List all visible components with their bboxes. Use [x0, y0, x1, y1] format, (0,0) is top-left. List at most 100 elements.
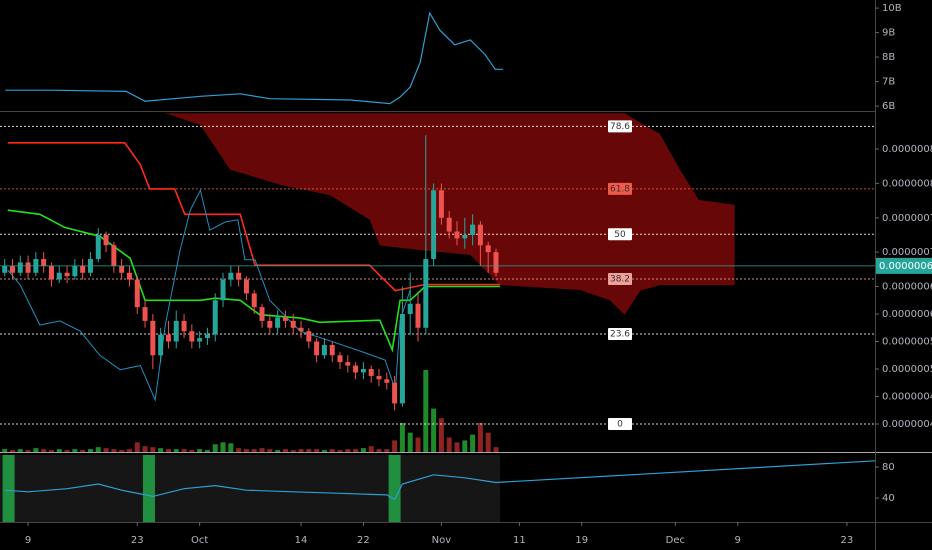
volume-bar: [477, 423, 483, 452]
candle-body: [103, 234, 109, 246]
candle-body: [134, 279, 140, 308]
signal-bar: [142, 455, 155, 522]
candle-body: [376, 375, 382, 380]
candle-body: [438, 190, 444, 218]
volume-bar: [134, 442, 140, 452]
candle-body: [407, 303, 413, 315]
volume-bar: [407, 432, 413, 452]
volume-bar: [56, 449, 62, 452]
volume-bar: [95, 447, 101, 452]
volume-bar: [306, 449, 312, 452]
candle-body: [95, 234, 101, 260]
volume-bar: [181, 449, 187, 452]
volume-bar: [204, 450, 210, 452]
volume-bar: [290, 450, 296, 452]
signal-bar: [388, 455, 401, 522]
y-tick-label: 0.00000061: [882, 309, 932, 320]
candle-body: [392, 382, 398, 404]
x-tick-label: 9: [735, 535, 741, 546]
volume-bar: [275, 450, 281, 452]
candle-body: [243, 279, 249, 294]
series-line: [5, 11, 503, 105]
candle-body: [353, 365, 359, 373]
candle-body: [72, 265, 78, 277]
volume-bar: [126, 449, 132, 452]
candle-body: [204, 334, 210, 339]
volume-bar: [150, 447, 156, 452]
candle-body: [454, 231, 460, 239]
volume-bar: [80, 450, 86, 452]
volume-bar: [368, 446, 374, 452]
candle-body: [275, 317, 281, 328]
volume-bar: [64, 450, 70, 452]
volume-bar: [360, 448, 366, 452]
x-tick-label: Nov: [432, 535, 452, 546]
volume-bar: [431, 408, 437, 452]
volume-bar: [314, 449, 320, 452]
candle-body: [290, 320, 296, 328]
y-tick-label: 0.00000070: [882, 247, 932, 258]
candle-body: [493, 252, 499, 273]
volume-bar: [415, 437, 421, 452]
volume-bar: [119, 450, 125, 452]
volume-bar: [212, 444, 218, 452]
candle-body: [345, 362, 351, 366]
volume-bar: [173, 449, 179, 452]
fib-label-box: [608, 272, 632, 285]
indicator-line: [7, 142, 500, 292]
volume-bar: [25, 450, 31, 452]
candle-body: [384, 379, 390, 383]
fib-label-box: [608, 182, 632, 195]
y-tick-label: 0.00000049: [882, 392, 932, 403]
indicator-line: [7, 209, 500, 353]
volume-bar: [353, 449, 359, 452]
candle-body: [368, 369, 374, 376]
candle-body: [477, 224, 483, 246]
candle-body: [267, 320, 273, 328]
y-tick-label: 40: [882, 493, 895, 504]
y-tick-label: 9B: [882, 28, 895, 39]
volume-bar: [236, 448, 242, 452]
candle-body: [259, 307, 265, 321]
candle-body: [142, 307, 148, 321]
volume-bar: [228, 443, 234, 452]
candle-body: [220, 279, 226, 301]
candle-body: [415, 303, 421, 328]
candle-body: [165, 334, 171, 342]
y-tick-label: 0.00000053: [882, 364, 932, 375]
y-tick-label: 0.00000075: [882, 213, 932, 224]
last-price-label: 0.00000068: [879, 261, 932, 272]
volume-bar: [282, 449, 288, 452]
x-tick-label: 11: [513, 535, 526, 546]
candle-body: [431, 190, 437, 260]
volume-bar: [493, 447, 499, 452]
candle-body: [236, 272, 242, 280]
x-tick-label: 23: [131, 535, 144, 546]
candle-body: [337, 355, 343, 363]
volume-bar: [48, 450, 54, 452]
candle-body: [9, 265, 15, 273]
volume-bar: [392, 440, 398, 452]
candle-body: [189, 331, 195, 342]
fib-label: 0: [617, 420, 623, 430]
candle-body: [25, 262, 31, 273]
series-line: [4, 460, 876, 501]
volume-bar: [87, 449, 93, 452]
candle-body: [64, 272, 70, 277]
fib-label-box: [608, 418, 632, 431]
y-tick-label: 80: [882, 462, 895, 473]
x-tick-label: Dec: [666, 535, 685, 546]
volume-bar: [103, 448, 109, 452]
volume-bar: [321, 450, 327, 452]
candle-body: [306, 331, 312, 342]
volume-bar: [2, 449, 8, 452]
volume-bar: [33, 448, 39, 452]
volume-bar: [142, 446, 148, 452]
indicator-line: [7, 188, 411, 402]
volume-bar: [337, 450, 343, 452]
x-tick-label: 23: [841, 535, 854, 546]
fib-label: 50: [614, 230, 626, 240]
candle-body: [251, 293, 257, 308]
y-tick-label: 8B: [882, 52, 895, 63]
